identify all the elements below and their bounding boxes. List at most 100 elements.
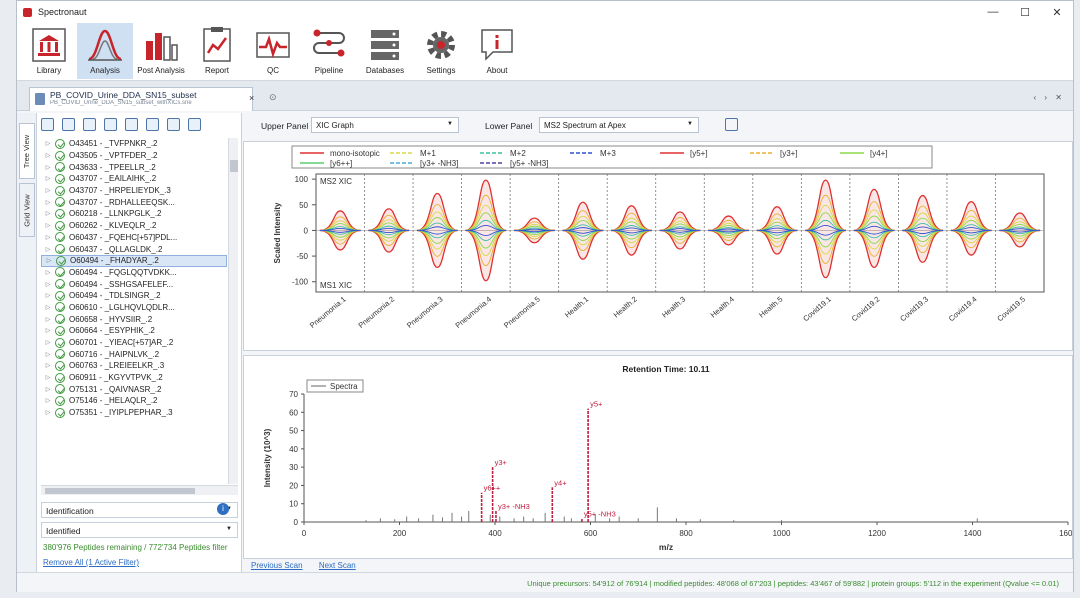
tree-item[interactable]: ▷ O43707 - _HRPELIEYDK_.3 bbox=[41, 185, 227, 197]
tree-item[interactable]: ▷ O60911 - _KGYVTPVK_.2 bbox=[41, 372, 227, 384]
tree-item[interactable]: ▷ O75146 - _HELAQLR_.2 bbox=[41, 395, 227, 407]
qc-button[interactable]: QC bbox=[245, 23, 301, 79]
tree-item[interactable]: ▷ O60262 - _KLVEQLR_.2 bbox=[41, 220, 227, 232]
expand-all-icon[interactable] bbox=[41, 118, 54, 131]
tree-item-label: O43707 - _EAILAIHK_.2 bbox=[69, 174, 157, 184]
minimize-button[interactable]: — bbox=[987, 5, 999, 18]
tree-item[interactable]: ▷ O60763 - _LREIEELKR_.3 bbox=[41, 360, 227, 372]
previous-scan-link[interactable]: Previous Scan bbox=[251, 561, 303, 570]
tree-item-label: O75351 - _IYIPLPEPHAR_.3 bbox=[69, 408, 173, 418]
expand-arrow-icon[interactable]: ▷ bbox=[45, 199, 51, 206]
tree-item[interactable]: ▷ O43451 - _TVFPNKR_.2 bbox=[41, 138, 227, 150]
sample-label: Covid19.3 bbox=[898, 295, 930, 324]
add-node-icon[interactable] bbox=[146, 118, 159, 131]
identified-check-icon bbox=[55, 407, 65, 418]
tree-vertical-scrollbar[interactable] bbox=[228, 138, 238, 484]
close-tab-icon[interactable]: × bbox=[249, 93, 255, 103]
upper-panel-select[interactable]: XIC Graph ▼ bbox=[311, 117, 459, 133]
new-tab-icon[interactable]: ⊙ bbox=[269, 92, 277, 102]
tree-item-label: O60701 - _YIEAC[+57]AR_.2 bbox=[69, 338, 174, 348]
tab-tree-view[interactable]: Tree View bbox=[19, 123, 35, 179]
tree-item[interactable]: ▷ O60494 - _FQGLQQTVDKK... bbox=[41, 267, 227, 279]
expand-arrow-icon[interactable]: ▷ bbox=[45, 398, 51, 405]
ms1-xic-trace bbox=[756, 229, 798, 236]
tree-item[interactable]: ▷ O60218 - _LLNKPGLK_.2 bbox=[41, 208, 227, 220]
tree-item-label: O60716 - _HAIPNLVK_.2 bbox=[69, 349, 160, 359]
identified-check-icon bbox=[55, 197, 65, 208]
tree-item[interactable]: ▷ O60494 - _FHADYAR_.2 bbox=[41, 254, 227, 267]
expand-arrow-icon[interactable]: ▷ bbox=[45, 281, 51, 288]
expand-arrow-icon[interactable]: ▷ bbox=[45, 293, 51, 300]
identified-check-icon bbox=[55, 302, 65, 313]
library-button[interactable]: Library bbox=[21, 23, 77, 79]
expand-arrow-icon[interactable]: ▷ bbox=[45, 340, 51, 347]
tree-item[interactable]: ▷ O60701 - _YIEAC[+57]AR_.2 bbox=[41, 337, 227, 349]
expand-arrow-icon[interactable]: ▷ bbox=[45, 363, 51, 370]
expand-arrow-icon[interactable]: ▷ bbox=[45, 176, 51, 183]
filter-value-select[interactable]: Identified ▼ bbox=[41, 522, 238, 538]
filter-category-select[interactable]: Identification ▼ bbox=[41, 502, 238, 518]
remove-filters-link[interactable]: Remove All (1 Active Filter) bbox=[43, 558, 140, 567]
collapse-all-icon[interactable] bbox=[62, 118, 75, 131]
expand-arrow-icon[interactable]: ▷ bbox=[45, 211, 51, 218]
expand-arrow-icon[interactable]: ▷ bbox=[45, 153, 51, 160]
next-scan-link[interactable]: Next Scan bbox=[318, 561, 356, 570]
refresh-icon[interactable] bbox=[83, 118, 96, 131]
close-button[interactable]: ✕ bbox=[1052, 6, 1062, 19]
popout-icon[interactable] bbox=[725, 118, 738, 131]
expand-arrow-icon[interactable]: ▷ bbox=[45, 141, 51, 148]
about-button[interactable]: About bbox=[469, 23, 525, 79]
pipeline-button[interactable]: Pipeline bbox=[301, 23, 357, 79]
expand-arrow-icon[interactable]: ▷ bbox=[45, 316, 51, 323]
grid-icon[interactable] bbox=[125, 118, 138, 131]
tab-grid-view[interactable]: Grid View bbox=[19, 183, 35, 237]
tree-item[interactable]: ▷ O43633 - _TPEELLR_.2 bbox=[41, 161, 227, 173]
hierarchy-icon[interactable] bbox=[104, 118, 117, 131]
tree-item[interactable]: ▷ O60437 - _FQEHC[+57]PDL... bbox=[41, 232, 227, 244]
expand-arrow-icon[interactable]: ▷ bbox=[45, 164, 51, 171]
tree-item[interactable]: ▷ O75351 - _IYIPLPEPHAR_.3 bbox=[41, 407, 227, 419]
analysis-button[interactable]: Analysis bbox=[77, 23, 133, 79]
post-analysis-button[interactable]: Post Analysis bbox=[133, 23, 189, 79]
report-button[interactable]: Report bbox=[189, 23, 245, 79]
expand-arrow-icon[interactable]: ▷ bbox=[45, 188, 51, 195]
ms1-xic-trace bbox=[999, 229, 1041, 237]
info-icon[interactable]: i bbox=[217, 503, 229, 515]
expand-arrow-icon[interactable]: ▷ bbox=[45, 246, 51, 253]
expand-arrow-icon[interactable]: ▷ bbox=[45, 223, 51, 230]
expand-arrow-icon[interactable]: ▷ bbox=[45, 328, 51, 335]
tree-horizontal-scrollbar[interactable] bbox=[41, 485, 238, 495]
scroll-thumb[interactable] bbox=[45, 488, 195, 494]
tab-navigation-icons[interactable]: ‹ › ✕ bbox=[1033, 93, 1065, 102]
scroll-thumb[interactable] bbox=[230, 160, 238, 172]
tree-item[interactable]: ▷ O43505 - _VPTFDER_.2 bbox=[41, 150, 227, 162]
settings-button[interactable]: Settings bbox=[413, 23, 469, 79]
tree-item[interactable]: ▷ O60716 - _HAIPNLVK_.2 bbox=[41, 348, 227, 360]
remove-node-icon[interactable] bbox=[167, 118, 180, 131]
lower-panel-select[interactable]: MS2 Spectrum at Apex ▼ bbox=[539, 117, 699, 133]
tree-item[interactable]: ▷ O43707 - _RDHALLEEQSK... bbox=[41, 196, 227, 208]
tree-item[interactable]: ▷ O43707 - _EAILAIHK_.2 bbox=[41, 173, 227, 185]
expand-arrow-icon[interactable]: ▷ bbox=[45, 234, 51, 241]
export-icon[interactable] bbox=[188, 118, 201, 131]
expand-arrow-icon[interactable]: ▷ bbox=[45, 386, 51, 393]
expand-arrow-icon[interactable]: ▷ bbox=[45, 351, 51, 358]
ms1-xic-trace bbox=[416, 229, 458, 239]
ms2-xic-trace bbox=[416, 217, 458, 231]
tree-item[interactable]: ▷ O60437 - _QLLAGLDK_.2 bbox=[41, 243, 227, 255]
document-tab[interactable]: PB_COVID_Urine_DDA_SN15_subset PB_COVID_… bbox=[29, 87, 253, 111]
tree-item[interactable]: ▷ O60658 - _HYVSIIR_.2 bbox=[41, 313, 227, 325]
expand-arrow-icon[interactable]: ▷ bbox=[45, 375, 51, 382]
tree-item[interactable]: ▷ O60610 - _LGLHQVLQDLR... bbox=[41, 302, 227, 314]
maximize-button[interactable]: ☐ bbox=[1020, 6, 1030, 19]
databases-button[interactable]: Databases bbox=[357, 23, 413, 79]
tree-item[interactable]: ▷ O60494 - _TDLSINGR_.2 bbox=[41, 290, 227, 302]
expand-arrow-icon[interactable]: ▷ bbox=[45, 269, 51, 276]
expand-arrow-icon[interactable]: ▷ bbox=[45, 304, 51, 311]
expand-arrow-icon[interactable]: ▷ bbox=[45, 410, 51, 417]
expand-arrow-icon[interactable]: ▷ bbox=[46, 258, 52, 265]
tree-item[interactable]: ▷ O60494 - _SSHGSAFELEF... bbox=[41, 278, 227, 290]
report-icon bbox=[203, 27, 231, 62]
tree-item[interactable]: ▷ O60664 - _ESYPHIK_.2 bbox=[41, 325, 227, 337]
tree-item[interactable]: ▷ O75131 - _QAIVNASR_.2 bbox=[41, 383, 227, 395]
